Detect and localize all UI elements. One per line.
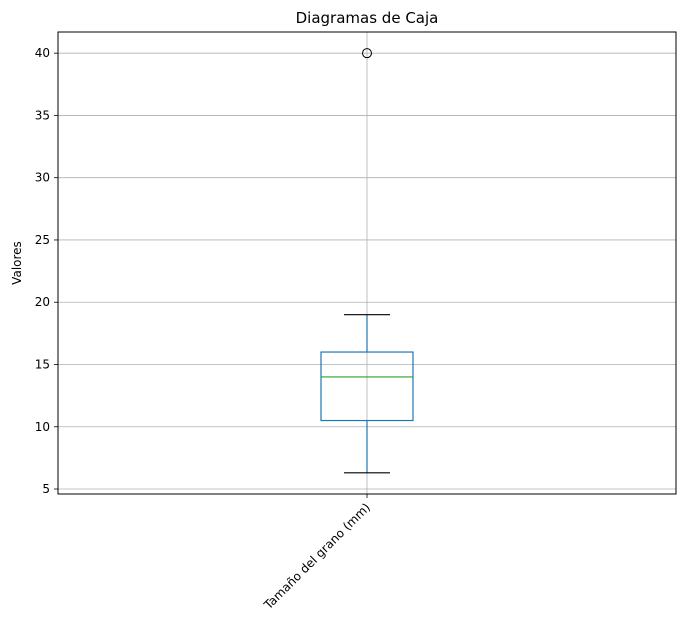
y-tick-label: 20 <box>35 295 50 309</box>
y-tick-label: 15 <box>35 357 50 371</box>
interquartile-box <box>320 351 414 422</box>
y-tick-label: 5 <box>42 482 50 496</box>
y-tick-label: 25 <box>35 233 50 247</box>
y-axis-ticks: 5 10 15 20 25 30 35 40 <box>35 46 58 496</box>
chart-title: Diagramas de Caja <box>296 9 439 27</box>
x-axis-ticks: Tamaño del grano (mm) <box>261 494 373 613</box>
x-tick-label: Tamaño del grano (mm) <box>261 500 373 612</box>
y-axis-label: Valores <box>10 241 24 285</box>
y-tick-label: 40 <box>35 46 50 60</box>
grid-lines <box>58 32 676 494</box>
y-tick-label: 30 <box>35 171 50 185</box>
box-plot-series <box>320 48 414 474</box>
box-group <box>320 48 414 474</box>
outlier-point <box>362 48 372 59</box>
y-tick-label: 35 <box>35 108 50 122</box>
y-tick-label: 10 <box>35 420 50 434</box>
